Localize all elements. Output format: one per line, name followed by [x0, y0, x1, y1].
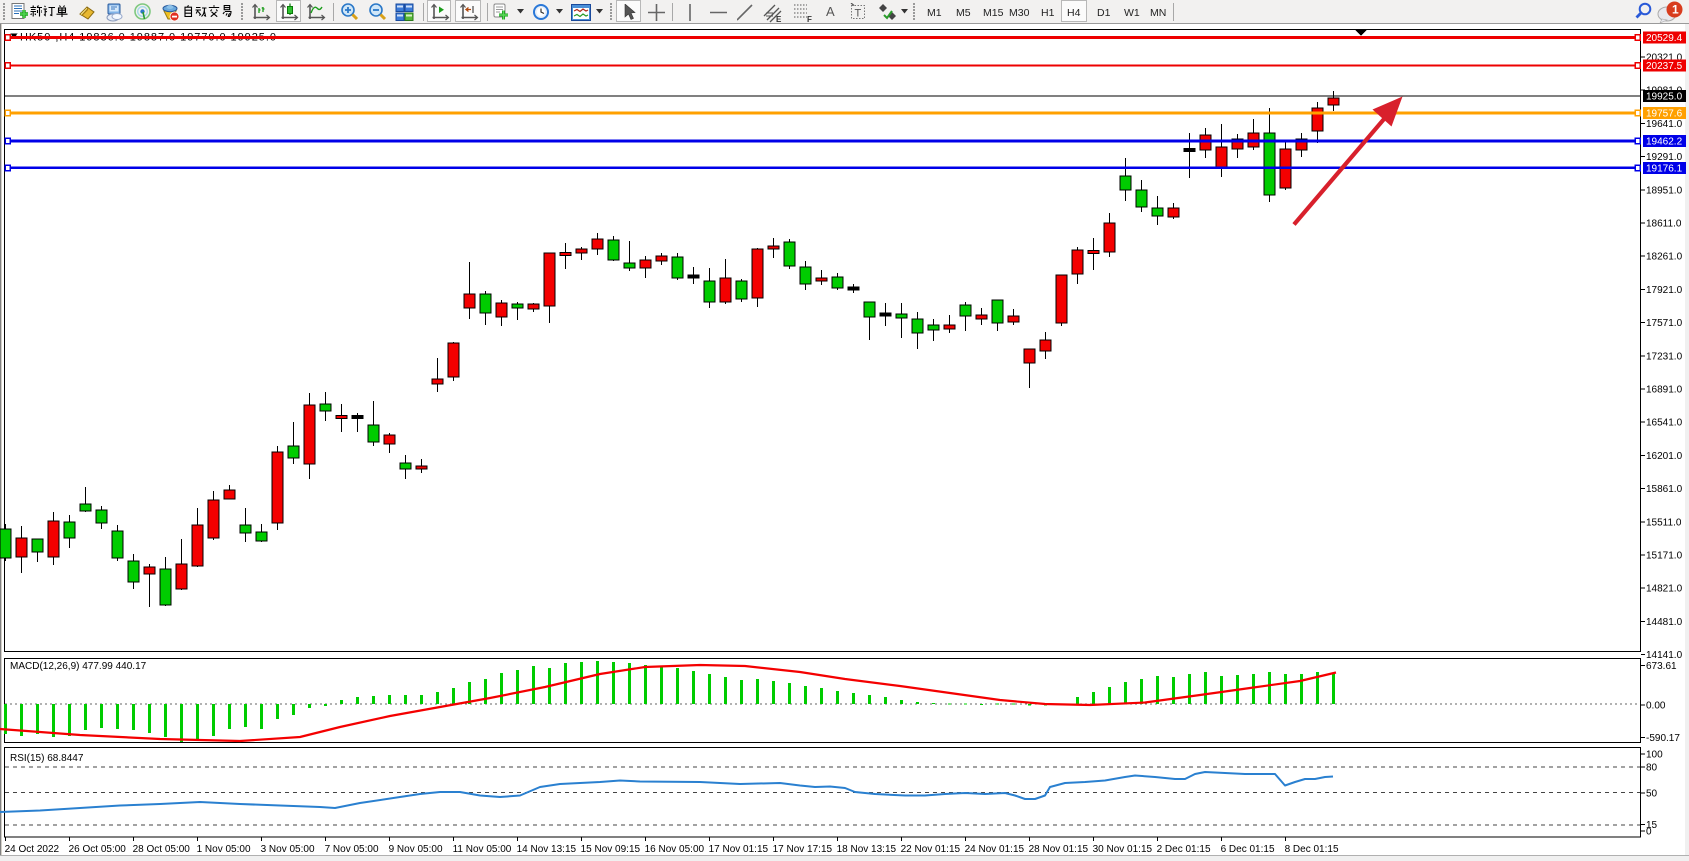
svg-text:17571.0: 17571.0 — [1646, 318, 1683, 329]
svg-text:15171.0: 15171.0 — [1646, 551, 1683, 562]
svg-text:14 Nov 13:15: 14 Nov 13:15 — [517, 844, 577, 855]
svg-text:-590.17: -590.17 — [1646, 733, 1680, 744]
svg-text:17231.0: 17231.0 — [1646, 351, 1683, 362]
svg-text:14821.0: 14821.0 — [1646, 584, 1683, 595]
svg-text:16891.0: 16891.0 — [1646, 385, 1683, 396]
svg-text:T: T — [855, 8, 862, 20]
svg-text:17 Nov 01:15: 17 Nov 01:15 — [709, 844, 769, 855]
svg-text:18261.0: 18261.0 — [1646, 252, 1683, 263]
svg-text:17921.0: 17921.0 — [1646, 285, 1683, 296]
svg-text:19176.1: 19176.1 — [1646, 163, 1683, 174]
svg-text:9 Nov 05:00: 9 Nov 05:00 — [389, 844, 443, 855]
svg-text:6 Dec 01:15: 6 Dec 01:15 — [1221, 844, 1275, 855]
svg-text:8 Dec 01:15: 8 Dec 01:15 — [1285, 844, 1339, 855]
svg-text:19462.2: 19462.2 — [1646, 137, 1683, 148]
svg-text:14141.0: 14141.0 — [1646, 650, 1683, 661]
svg-text:15 Nov 09:15: 15 Nov 09:15 — [581, 844, 641, 855]
svg-text:0: 0 — [1646, 827, 1652, 838]
svg-text:16541.0: 16541.0 — [1646, 418, 1683, 429]
svg-text:2 Dec 01:15: 2 Dec 01:15 — [1157, 844, 1211, 855]
svg-text:20237.5: 20237.5 — [1646, 61, 1683, 72]
svg-text:28 Oct 05:00: 28 Oct 05:00 — [133, 844, 191, 855]
svg-text:7 Nov 05:00: 7 Nov 05:00 — [325, 844, 379, 855]
svg-text:RSI(15) 68.8447: RSI(15) 68.8447 — [10, 753, 84, 764]
svg-text:14481.0: 14481.0 — [1646, 617, 1683, 628]
svg-text:19291.0: 19291.0 — [1646, 152, 1683, 163]
svg-text:20529.4: 20529.4 — [1646, 33, 1683, 44]
svg-text:11 Nov 05:00: 11 Nov 05:00 — [453, 844, 512, 855]
svg-text:16201.0: 16201.0 — [1646, 451, 1683, 462]
svg-text:22 Nov 01:15: 22 Nov 01:15 — [901, 844, 961, 855]
svg-text:24 Nov 01:15: 24 Nov 01:15 — [965, 844, 1025, 855]
svg-text:3 Nov 05:00: 3 Nov 05:00 — [261, 844, 315, 855]
svg-text:26 Oct 05:00: 26 Oct 05:00 — [69, 844, 127, 855]
svg-text:0.00: 0.00 — [1646, 701, 1666, 712]
svg-text:E: E — [776, 15, 782, 23]
svg-text:15: 15 — [1646, 820, 1658, 831]
svg-text:100: 100 — [1646, 750, 1663, 761]
svg-text:1: 1 — [1672, 3, 1679, 17]
svg-text:20321.0: 20321.0 — [1646, 53, 1683, 64]
svg-text:18611.0: 18611.0 — [1646, 219, 1682, 230]
svg-text:17 Nov 17:15: 17 Nov 17:15 — [773, 844, 833, 855]
svg-text:16 Nov 05:00: 16 Nov 05:00 — [645, 844, 705, 855]
svg-text:30 Nov 01:15: 30 Nov 01:15 — [1093, 844, 1153, 855]
svg-text:15511.0: 15511.0 — [1646, 517, 1682, 528]
svg-text:19641.0: 19641.0 — [1646, 119, 1683, 130]
svg-text:673.61: 673.61 — [1646, 661, 1677, 672]
svg-text:19925.0: 19925.0 — [1646, 92, 1683, 103]
svg-text:50: 50 — [1646, 789, 1658, 800]
svg-text:15861.0: 15861.0 — [1646, 484, 1683, 495]
svg-text:28 Nov 01:15: 28 Nov 01:15 — [1029, 844, 1089, 855]
svg-text:18951.0: 18951.0 — [1646, 185, 1683, 196]
svg-text:MACD(12,26,9) 477.99 440.17: MACD(12,26,9) 477.99 440.17 — [10, 661, 147, 672]
svg-text:19757.6: 19757.6 — [1646, 109, 1683, 120]
svg-text:F: F — [807, 15, 812, 23]
svg-text:24 Oct 2022: 24 Oct 2022 — [5, 844, 60, 855]
svg-text:1 Nov 05:00: 1 Nov 05:00 — [197, 844, 251, 855]
svg-text:18 Nov 13:15: 18 Nov 13:15 — [837, 844, 897, 855]
svg-text:80: 80 — [1646, 763, 1658, 774]
